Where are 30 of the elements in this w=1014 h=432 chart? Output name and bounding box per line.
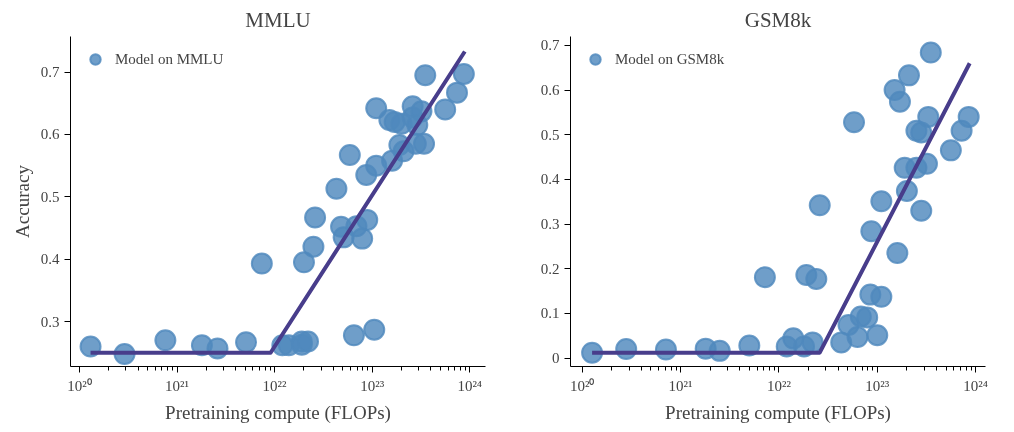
y-tick-label: 0.5 xyxy=(40,188,60,205)
x-tick-label: 10²³ xyxy=(360,377,385,394)
x-tick-label: 10²² xyxy=(262,377,288,394)
y-tick-label: 0.7 xyxy=(540,37,560,54)
y-tick-label: 0.6 xyxy=(540,82,560,99)
x-axis-title: Pretraining compute (FLOPs) xyxy=(665,401,891,424)
legend-label: Model on GSM8k xyxy=(615,50,725,68)
x-tick-label: 10²⁰ xyxy=(569,377,595,394)
x-tick-label: 10²⁴ xyxy=(963,377,988,394)
y-tick-label: 0.4 xyxy=(540,171,560,188)
y-tick-label: 0.5 xyxy=(540,126,560,143)
y-tick-label: 0.1 xyxy=(540,305,560,322)
x-tick-label: 10²² xyxy=(766,377,792,394)
y-tick-label: 0 xyxy=(552,350,560,367)
y-tick-label: 0.2 xyxy=(540,260,560,277)
x-tick-label: 10²⁴ xyxy=(457,377,483,394)
x-tick-label: 10²¹ xyxy=(165,377,190,394)
chart-title: MMLU xyxy=(245,7,311,32)
x-tick-label: 10²³ xyxy=(865,377,890,394)
x-tick-label: 10²¹ xyxy=(668,377,693,394)
legend-label: Model on MMLU xyxy=(115,50,224,68)
y-tick-label: 0.4 xyxy=(40,251,60,268)
chart-title: GSM8k xyxy=(744,7,812,32)
y-tick-label: 0.7 xyxy=(40,64,60,81)
x-axis-title: Pretraining compute (FLOPs) xyxy=(165,401,391,424)
y-tick-label: 0.3 xyxy=(540,216,560,233)
x-tick-label: 10²⁰ xyxy=(67,377,92,394)
y-axis-title: Accuracy xyxy=(11,164,33,238)
y-tick-label: 0.6 xyxy=(40,126,60,143)
y-tick-label: 0.3 xyxy=(40,313,60,330)
